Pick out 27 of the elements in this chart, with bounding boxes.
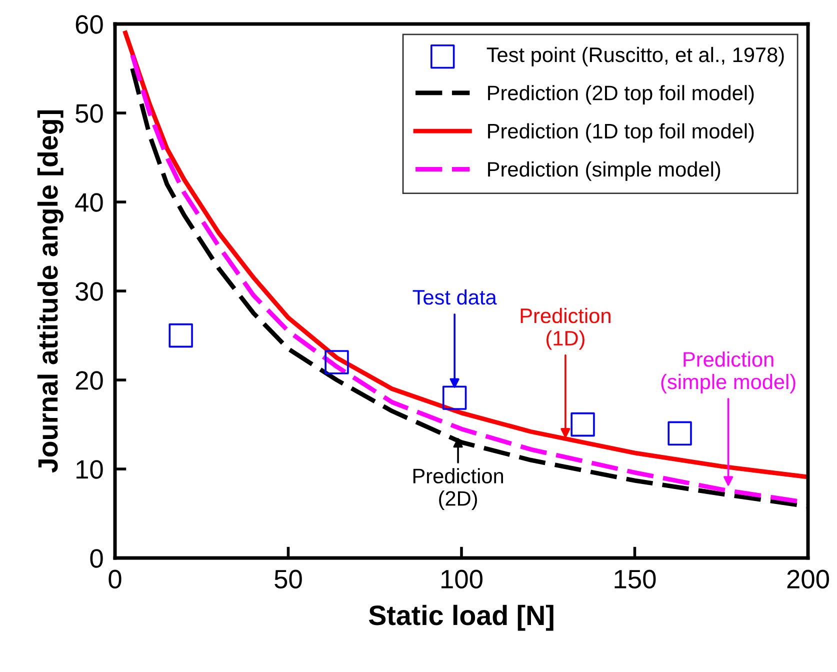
annotation: Test data (412, 289, 497, 305)
point (168, 323, 193, 348)
x-tick-label: 150 (614, 570, 656, 588)
point (570, 412, 595, 437)
y-tick-label: 20 (76, 371, 103, 390)
legend-label: Prediction (simple model) (488, 161, 720, 181)
legend-label: Prediction (1D top foil model) (488, 123, 754, 143)
legend-label: Prediction (2D top foil model) (488, 85, 754, 105)
y-tick-label: 10 (76, 460, 103, 479)
x-tick-label: 200 (787, 570, 829, 588)
y-tick-label: 0 (90, 549, 103, 568)
y-tick-label: 40 (75, 193, 103, 212)
annotation: Prediction (2D) (413, 468, 504, 510)
y-axis-title: Journal attitude angle [deg] (37, 110, 64, 473)
x-tick-label: 50 (274, 570, 302, 588)
y-tick-label: 60 (76, 15, 103, 34)
x-axis-title: Static load [N] (368, 604, 554, 631)
point (324, 350, 349, 374)
x-tick-label: 100 (442, 570, 482, 588)
y-tick-label: 50 (76, 104, 103, 123)
x-tick-label: 0 (108, 570, 122, 588)
point (668, 421, 692, 446)
legend-label: Test point (Ruscitto, et al., 1978) (486, 46, 784, 66)
annotation: Prediction (1D) (520, 308, 610, 350)
point (442, 386, 467, 410)
y-tick-label: 30 (76, 282, 103, 301)
annotation: Prediction (simple model) (661, 351, 796, 394)
